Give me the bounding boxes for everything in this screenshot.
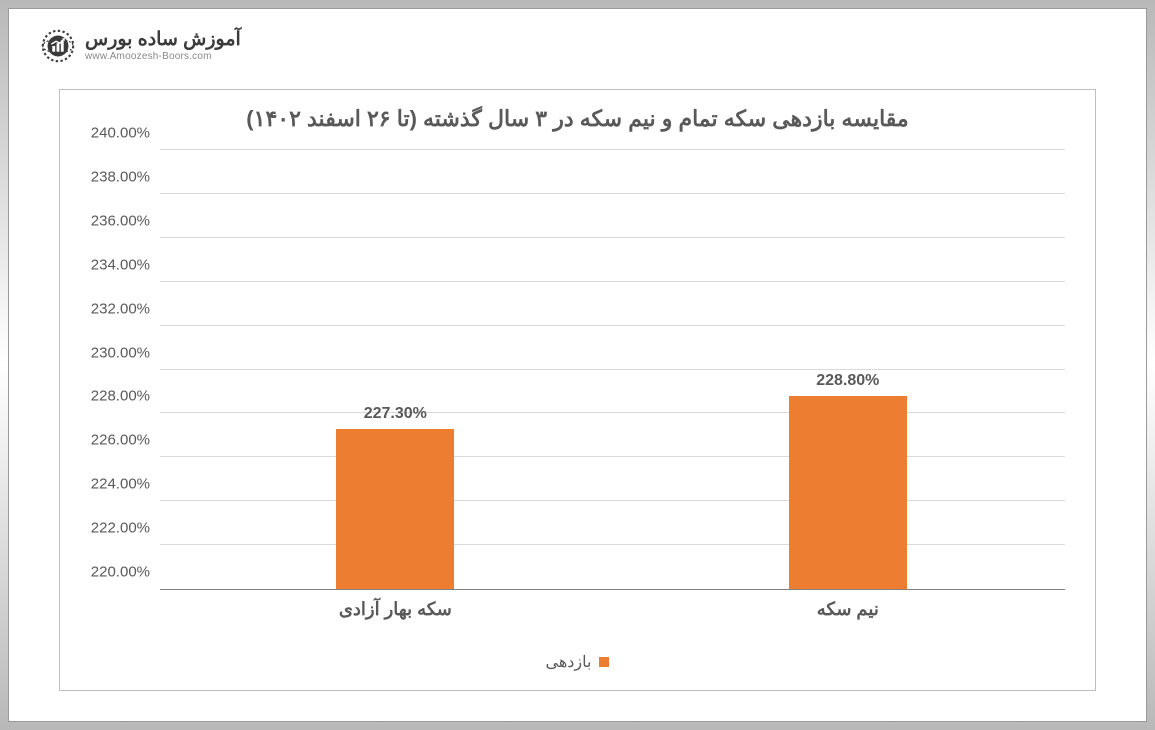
x-axis-tick-label: نیم سکه <box>817 599 879 620</box>
brand-subtitle: www.Amoozesh-Boors.com <box>85 51 212 62</box>
gridline <box>160 281 1065 282</box>
bar-value-label: 227.30% <box>364 405 427 423</box>
chart-container: مقایسه بازدهی سکه تمام و نیم سکه در ۳ سا… <box>59 89 1096 691</box>
legend: بازدهی <box>60 652 1095 672</box>
globe-chart-icon <box>39 27 77 65</box>
gridline <box>160 237 1065 238</box>
chart-frame: آموزش ساده بورس www.Amoozesh-Boors.com م… <box>8 8 1147 722</box>
bar: 227.30% <box>336 429 454 589</box>
y-axis-tick-label: 226.00% <box>91 432 160 449</box>
y-axis-tick-label: 240.00% <box>91 125 160 142</box>
gridline <box>160 325 1065 326</box>
y-axis-tick-label: 228.00% <box>91 388 160 405</box>
brand-title: آموزش ساده بورس <box>85 30 241 51</box>
legend-swatch <box>599 657 609 667</box>
y-axis-tick-label: 220.00% <box>91 564 160 581</box>
plot-area: 220.00%222.00%224.00%226.00%228.00%230.0… <box>160 150 1065 590</box>
gridline <box>160 193 1065 194</box>
x-axis-tick-label: سکه بهار آزادی <box>339 599 452 620</box>
y-axis-tick-label: 222.00% <box>91 520 160 537</box>
bar: 228.80% <box>789 396 907 589</box>
y-axis-tick-label: 232.00% <box>91 300 160 317</box>
y-axis-tick-label: 224.00% <box>91 476 160 493</box>
plot-zone: 220.00%222.00%224.00%226.00%228.00%230.0… <box>160 150 1065 590</box>
y-axis-tick-label: 238.00% <box>91 168 160 185</box>
gridline <box>160 456 1065 457</box>
gridline <box>160 544 1065 545</box>
gridline <box>160 149 1065 150</box>
gridline <box>160 369 1065 370</box>
bar-value-label: 228.80% <box>816 372 879 390</box>
legend-label: بازدهی <box>546 652 592 672</box>
y-axis-tick-label: 234.00% <box>91 256 160 273</box>
brand-logo: آموزش ساده بورس www.Amoozesh-Boors.com <box>39 27 241 65</box>
y-axis-tick-label: 236.00% <box>91 212 160 229</box>
y-axis-tick-label: 230.00% <box>91 344 160 361</box>
gridline <box>160 500 1065 501</box>
chart-title: مقایسه بازدهی سکه تمام و نیم سکه در ۳ سا… <box>60 90 1095 142</box>
brand-text: آموزش ساده بورس www.Amoozesh-Boors.com <box>85 30 241 62</box>
gridline <box>160 412 1065 413</box>
